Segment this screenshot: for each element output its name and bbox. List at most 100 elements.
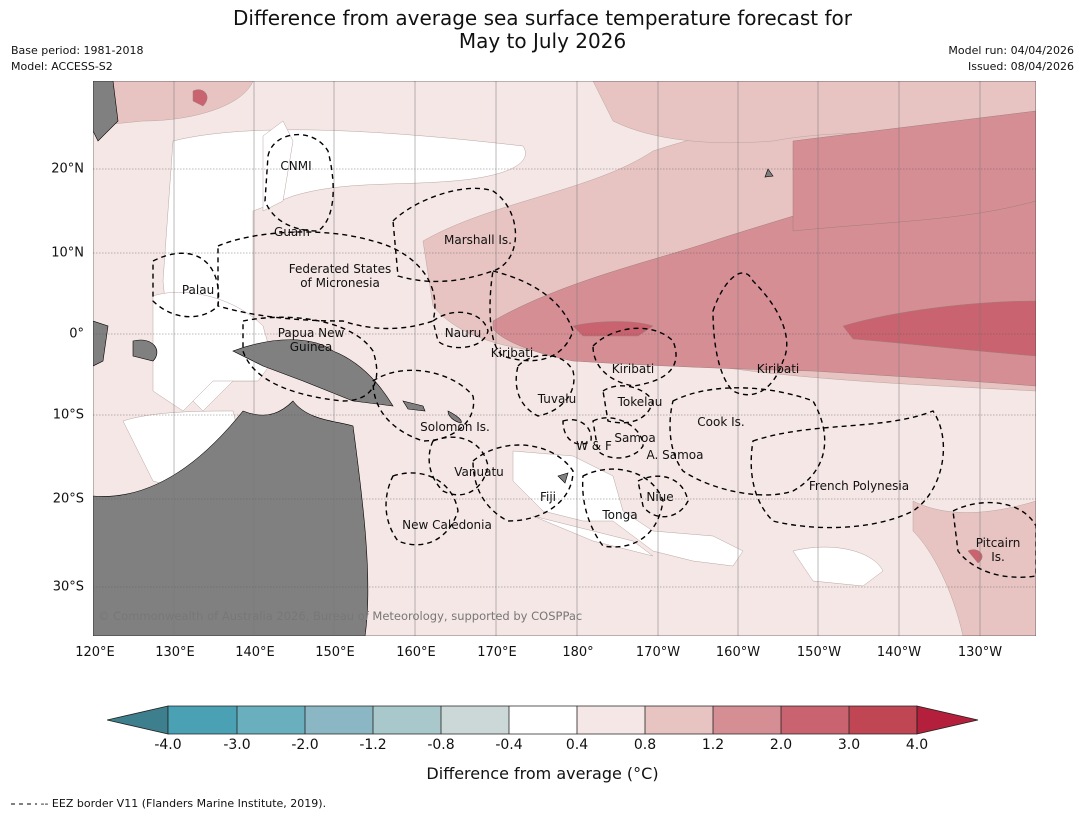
lon-label-120e: 120°E	[75, 645, 115, 660]
eez-pitcairn	[952, 501, 1036, 578]
new-caledonia	[447, 410, 462, 424]
new-guinea	[232, 339, 394, 407]
lat-label-20s: 20°S	[52, 491, 84, 507]
colorbar-bin-9	[713, 706, 781, 734]
meta-left: Base period: 1981-2018 Model: ACCESS-S2	[11, 43, 143, 75]
colorbar-tick-9: 1.2	[701, 737, 725, 753]
meta-right: Model run: 04/04/2026 Issued: 08/04/2026	[948, 43, 1074, 75]
hawaii	[764, 168, 774, 178]
place-label-french-polynesia: French Polynesia	[808, 479, 910, 493]
eez-cook	[669, 387, 826, 496]
eez-new-caledonia	[385, 472, 459, 546]
fiji-islands	[557, 472, 569, 484]
model-name: Model: ACCESS-S2	[11, 60, 113, 73]
colorbar-tick-4: -1.2	[359, 737, 387, 753]
place-label-new-caledonia: New Caledonia	[402, 518, 492, 532]
lon-label-180: 180°	[562, 645, 594, 660]
eez-vanuatu	[428, 436, 489, 496]
lon-label-160w: 160°W	[715, 645, 761, 660]
eez-tonga	[581, 468, 664, 548]
colorbar-bin-1	[168, 706, 237, 734]
eez-cnmi	[264, 134, 334, 232]
eez-tuvalu	[515, 354, 575, 417]
colorbar-arrow-low	[107, 705, 169, 735]
eez-legend-dash-icon	[11, 803, 37, 805]
colorbar-bin-7	[577, 706, 645, 734]
place-label-micronesia: Federated States of Micronesia	[288, 262, 392, 290]
solomon-islands	[402, 400, 426, 412]
lat-label-30s: 30°S	[52, 579, 84, 595]
colorbar-tick-5: -0.8	[427, 737, 455, 753]
warm-zone-northeast-lobe	[792, 110, 1036, 232]
philippines	[93, 81, 119, 142]
warm-zone-southeast	[912, 500, 1036, 636]
lon-label-150e: 150°E	[315, 645, 355, 660]
eez-french-polynesia	[750, 410, 945, 529]
warm-zone-central-equatorial-core	[572, 321, 654, 337]
lat-label-20n: 20°N	[51, 161, 84, 177]
neutral-zone-tonga	[532, 515, 654, 557]
colorbar-tick-8: 0.8	[633, 737, 657, 753]
colorbar-tick-6: -0.4	[495, 737, 523, 753]
colorbar-bin-6	[509, 706, 577, 734]
warm-zone-northwest	[93, 81, 254, 127]
neutral-zone-south-central	[792, 546, 884, 587]
lon-label-130w: 130°W	[957, 645, 1003, 660]
colorbar-tick-3: -2.0	[291, 737, 319, 753]
eez-nauru	[432, 311, 489, 349]
borneo-edge	[93, 320, 109, 367]
eez-samoa	[592, 417, 644, 459]
sst-anomaly-map	[93, 81, 1036, 636]
place-label-kiribati-gilbert: Kiribati	[490, 346, 534, 360]
place-label-samoa: Samoa	[614, 431, 656, 445]
colorbar-tick-1: -4.0	[154, 737, 182, 753]
eez-niue	[637, 475, 689, 518]
colorbar-arrow-high	[916, 705, 979, 735]
colorbar-bin-2	[237, 706, 305, 734]
lon-label-140e: 140°E	[235, 645, 275, 660]
warm-zone-east-equatorial-core	[842, 300, 1036, 357]
colorbar-tick-7: 0.4	[565, 737, 589, 753]
lon-label-150w: 150°W	[796, 645, 842, 660]
colorbar-bin-10	[781, 706, 849, 734]
place-label-nauru: Nauru	[444, 326, 482, 340]
lon-label-170e: 170°E	[477, 645, 517, 660]
place-label-kiribati-phoenix: Kiribati	[611, 362, 655, 376]
lat-label-10n: 10°N	[51, 245, 84, 261]
lon-label-130e: 130°E	[155, 645, 195, 660]
issued-date: Issued: 08/04/2026	[967, 60, 1074, 73]
place-label-vanuatu: Vanuatu	[454, 465, 504, 479]
sulawesi	[132, 339, 158, 362]
title-line-2: May to July 2026	[458, 29, 627, 53]
eez-tokelau	[602, 385, 654, 424]
neutral-zone-fiji	[512, 450, 744, 567]
eez-micronesia	[217, 231, 436, 330]
eez-palau	[152, 252, 220, 318]
place-label-niue: Niue	[646, 490, 674, 504]
neutral-zone-marianas	[262, 120, 294, 212]
lat-label-eq: 0°	[69, 326, 84, 342]
colorbar	[107, 705, 979, 735]
chart-title: Difference from average sea surface temp…	[0, 7, 1085, 53]
eez-legend-text: -- EEZ border V11 (Flanders Marine Insti…	[40, 797, 327, 810]
base-period: Base period: 1981-2018	[11, 44, 144, 57]
colorbar-tick-12: 4.0	[905, 737, 929, 753]
place-label-tokelau: Tokelau	[617, 395, 663, 409]
place-label-tonga: Tonga	[602, 508, 638, 522]
place-label-png: Papua New Guinea	[277, 326, 345, 354]
place-label-tuvalu: Tuvalu	[537, 392, 577, 406]
colorbar-tick-11: 3.0	[837, 737, 861, 753]
lat-label-10s: 10°S	[52, 407, 84, 423]
warm-zone-pitcairn-spot	[967, 549, 983, 564]
place-label-wallis-futuna: W & F	[576, 439, 612, 453]
colorbar-tick-2: -3.0	[223, 737, 251, 753]
place-label-solomon: Solomon Is.	[420, 420, 490, 434]
lon-label-170w: 170°W	[635, 645, 681, 660]
lon-label-160e: 160°E	[396, 645, 436, 660]
colorbar-tick-10: 2.0	[769, 737, 793, 753]
colorbar-title: Difference from average (°C)	[426, 764, 659, 783]
eez-marshall	[392, 187, 517, 283]
eez-legend: -- EEZ border V11 (Flanders Marine Insti…	[11, 797, 326, 810]
place-label-palau: Palau	[181, 283, 215, 297]
place-label-cook: Cook Is.	[697, 415, 745, 429]
